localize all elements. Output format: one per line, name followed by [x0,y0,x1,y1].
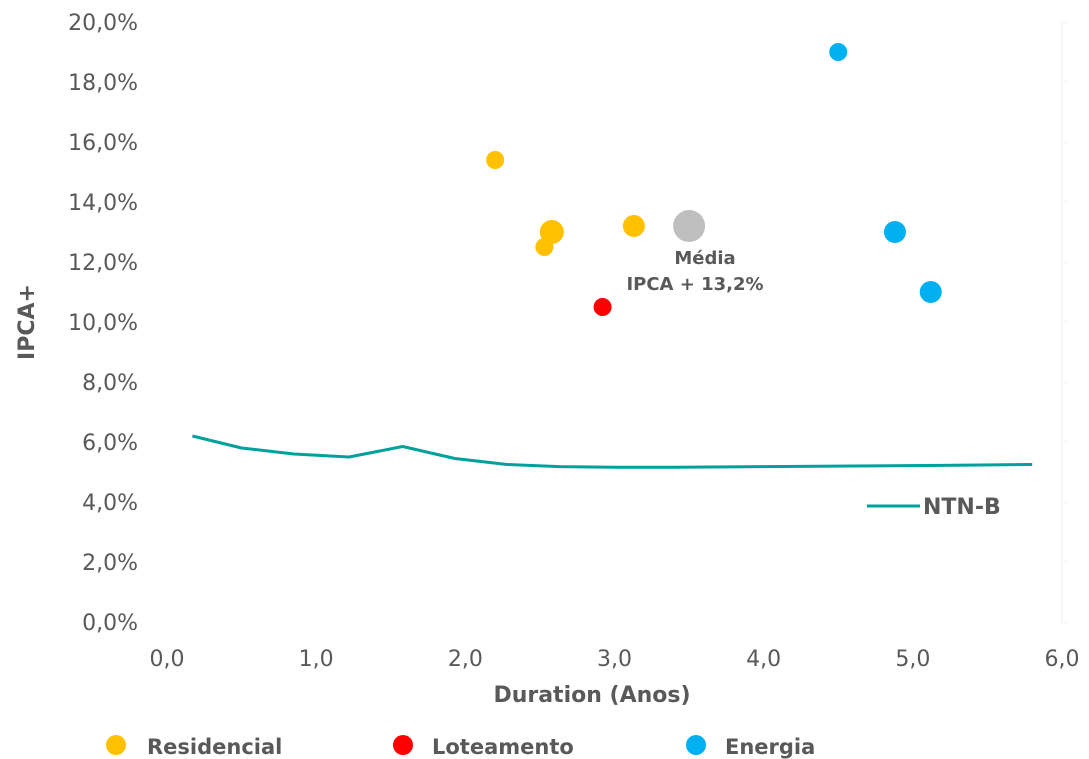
scatter-point-residencial [486,151,505,169]
legend: Residencial Loteamento Energia [106,735,815,759]
ntnb-line-layer [192,434,1033,469]
legend-energia-label: Energia [725,735,815,759]
y-tick-label: 16,0% [68,131,138,156]
x-tick-label: 3,0 [597,647,632,672]
scatter-points-layer [486,43,942,316]
scatter-point-loteamento [593,298,612,316]
y-tick-label: 12,0% [68,251,138,276]
legend-residencial-marker [106,735,126,755]
ntnb-series-line [192,434,1033,469]
scatter-point-energia [829,43,848,61]
y-tick-label: 4,0% [82,491,138,516]
y-axis-title: IPCA+ [15,284,40,360]
y-tick-label: 20,0% [68,11,138,36]
average-label-line2: IPCA + 13,2% [626,274,763,295]
x-axis-title: Duration (Anos) [493,683,690,708]
x-tick-label: 0,0 [150,647,185,672]
ntnb-label: NTN-B [923,495,1001,520]
y-tick-label: 8,0% [82,371,138,396]
y-tick-label: 0,0% [82,611,138,636]
legend-loteamento-marker [393,735,413,755]
average-point [673,210,706,242]
y-tick-label: 18,0% [68,71,138,96]
legend-loteamento-label: Loteamento [432,735,574,759]
legend-residencial-label: Residencial [147,735,282,759]
average-label-line1: Média [674,248,735,269]
x-tick-label: 2,0 [448,647,483,672]
scatter-point-energia [883,221,906,243]
x-tick-label: 1,0 [299,647,334,672]
x-tick-label: 5,0 [895,647,930,672]
scatter-point-energia [919,281,942,303]
x-axis-ticks: 0,0 1,0 2,0 3,0 4,0 5,0 6,0 [150,647,1080,672]
scatter-point-residencial [539,220,564,244]
y-tick-label: 10,0% [68,311,138,336]
y-axis-ticks: 0,0% 2,0% 4,0% 6,0% 8,0% 10,0% 12,0% 14,0% 16,0%… [68,11,1067,636]
y-tick-label: 6,0% [82,431,138,456]
x-tick-label: 4,0 [746,647,781,672]
scatter-point-residencial [622,215,645,237]
y-tick-label: 2,0% [82,551,138,576]
y-tick-label: 14,0% [68,191,138,216]
x-tick-label: 6,0 [1045,647,1080,672]
legend-energia-marker [686,735,706,755]
